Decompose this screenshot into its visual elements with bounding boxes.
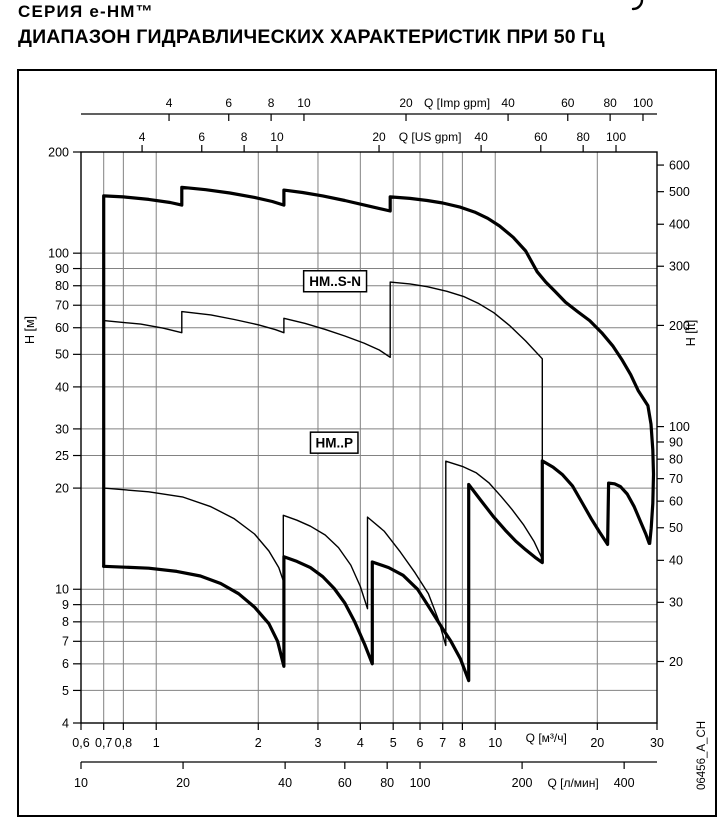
h-m-tick-label: 60 xyxy=(55,321,69,335)
h-ft-tick-label: 400 xyxy=(669,218,690,232)
q-m3h-tick-label: 8 xyxy=(459,736,466,750)
l-min-tick-label: 80 xyxy=(380,776,394,790)
curve-label-text: HM..P xyxy=(315,435,353,450)
h-ft-tick-label: 600 xyxy=(669,158,690,172)
l-min-tick-label: 400 xyxy=(614,776,635,790)
h-ft-axis-label: H [ft] xyxy=(684,320,698,346)
envelope-thin-upper xyxy=(102,281,543,561)
l-min-tick-label: 100 xyxy=(410,776,431,790)
h-m-tick-label: 40 xyxy=(55,380,69,394)
q-m3h-tick-label: 4 xyxy=(357,736,364,750)
imp-gpm-tick-label: 20 xyxy=(399,96,413,110)
imp-gpm-tick-label: 100 xyxy=(633,96,653,110)
us-gpm-tick-label: 40 xyxy=(474,130,488,144)
h-m-tick-label: 90 xyxy=(55,262,69,276)
q-m3h-tick-label: 10 xyxy=(488,736,502,750)
l-min-tick-label: 10 xyxy=(74,776,88,790)
h-m-tick-label: 20 xyxy=(55,481,69,495)
imp-gpm-tick-label: 80 xyxy=(603,96,617,110)
title-block: СЕРИЯ e-HM™ ДИАПАЗОН ГИДРАВЛИЧЕСКИХ ХАРА… xyxy=(18,2,605,49)
h-m-tick-label: 5 xyxy=(62,684,69,698)
page-title: ДИАПАЗОН ГИДРАВЛИЧЕСКИХ ХАРАКТЕРИСТИК ПР… xyxy=(18,26,605,48)
q-m3h-tick-label: 6 xyxy=(417,736,424,750)
imp-gpm-tick-label: 40 xyxy=(501,96,515,110)
h-ft-tick-label: 100 xyxy=(669,420,690,434)
curve-label-box xyxy=(309,431,359,454)
h-m-tick-label: 25 xyxy=(55,449,69,463)
h-m-tick-label: 200 xyxy=(48,145,69,159)
l-min-axis-label: Q [л/мин] xyxy=(547,776,598,790)
l-min-tick-label: 200 xyxy=(512,776,533,790)
q-m3h-tick-label: 0,7 xyxy=(95,736,112,750)
envelope-thin-lower xyxy=(102,460,543,647)
imp-gpm-tick-label: 6 xyxy=(225,96,232,110)
q-m3h-tick-label: 3 xyxy=(314,736,321,750)
figure-code: 06456_A_CH xyxy=(696,721,708,790)
h-ft-tick-label: 300 xyxy=(669,260,690,274)
h-ft-tick-label: 40 xyxy=(669,554,683,568)
h-ft-tick-label: 20 xyxy=(669,655,683,669)
h-m-tick-label: 80 xyxy=(55,279,69,293)
h-m-tick-label: 70 xyxy=(55,299,69,313)
h-ft-tick-label: 200 xyxy=(669,319,690,333)
us-gpm-tick-label: 8 xyxy=(241,130,248,144)
h-ft-tick-label: 30 xyxy=(669,596,683,610)
envelope-thick-bottom xyxy=(102,459,651,683)
l-min-tick-label: 40 xyxy=(278,776,292,790)
envelope-thick-top xyxy=(102,185,656,568)
h-ft-tick-label: 60 xyxy=(669,495,683,509)
imp-gpm-tick-label: 60 xyxy=(561,96,575,110)
h-m-tick-label: 6 xyxy=(62,657,69,671)
q-m3h-tick-label: 1 xyxy=(153,736,160,750)
us-gpm-tick-label: 60 xyxy=(534,130,548,144)
q-m3h-tick-label: 7 xyxy=(439,736,446,750)
us-gpm-tick-label: 6 xyxy=(198,130,205,144)
us-gpm-tick-label: 100 xyxy=(606,130,626,144)
q-m3h-tick-label: 2 xyxy=(255,736,262,750)
series-name: СЕРИЯ e-HM™ xyxy=(18,2,154,21)
h-ft-tick-label: 50 xyxy=(669,521,683,535)
h-ft-tick-label: 500 xyxy=(669,185,690,199)
q-m3h-tick-label: 20 xyxy=(590,736,604,750)
plot-border xyxy=(80,151,658,724)
imp-gpm-tick-label: 4 xyxy=(166,96,173,110)
h-m-tick-label: 4 xyxy=(62,716,69,730)
us-gpm-tick-label: 4 xyxy=(139,130,146,144)
imp-gpm-axis-label: Q [Imp gpm] xyxy=(424,96,490,110)
h-m-tick-label: 7 xyxy=(62,635,69,649)
figure-frame xyxy=(17,69,717,817)
us-gpm-tick-label: 80 xyxy=(576,130,590,144)
l-min-tick-label: 20 xyxy=(176,776,190,790)
q-m3h-tick-label: 5 xyxy=(390,736,397,750)
h-m-tick-label: 30 xyxy=(55,422,69,436)
l-min-tick-label: 60 xyxy=(338,776,352,790)
imp-gpm-tick-label: 10 xyxy=(297,96,311,110)
h-m-axis-label: H [м] xyxy=(23,316,37,344)
us-gpm-tick-label: 10 xyxy=(270,130,284,144)
curve-label-box xyxy=(302,270,368,293)
h-ft-tick-label: 70 xyxy=(669,472,683,486)
h-ft-tick-label: 90 xyxy=(669,435,683,449)
q-m3h-tick-label: 30 xyxy=(650,736,664,750)
curve-label-text: HM..S-N xyxy=(309,274,361,289)
q-m3h-tick-label: 0,6 xyxy=(72,736,89,750)
h-m-tick-label: 50 xyxy=(55,348,69,362)
h-m-tick-label: 9 xyxy=(62,598,69,612)
h-ft-tick-label: 80 xyxy=(669,453,683,467)
h-m-tick-label: 8 xyxy=(62,615,69,629)
cropped-text-fragment xyxy=(631,0,644,11)
q-m3h-axis-label: Q [м³/ч] xyxy=(526,731,567,745)
imp-gpm-tick-label: 8 xyxy=(268,96,275,110)
us-gpm-axis-label: Q [US gpm] xyxy=(399,130,462,144)
h-m-tick-label: 10 xyxy=(55,583,69,597)
q-m3h-tick-label: 0,8 xyxy=(115,736,132,750)
h-m-tick-label: 100 xyxy=(48,247,69,261)
us-gpm-tick-label: 20 xyxy=(372,130,386,144)
